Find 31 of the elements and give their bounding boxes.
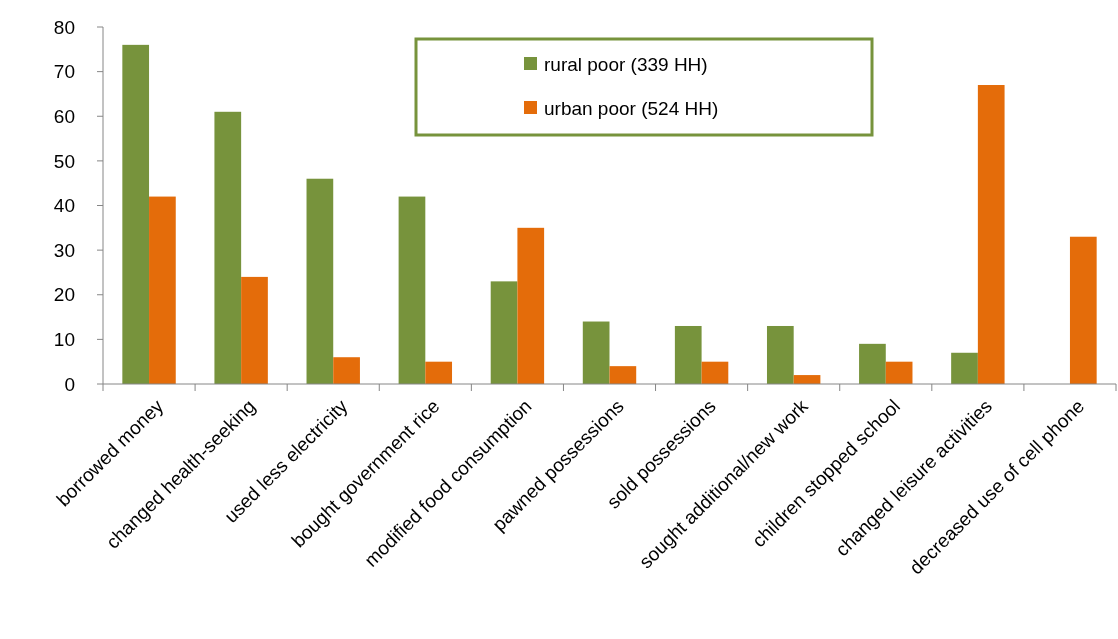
bar [398, 196, 426, 384]
y-tick-label: 50 [53, 150, 75, 172]
bar [490, 281, 518, 384]
y-tick-label: 60 [53, 105, 75, 127]
bar [517, 227, 545, 384]
bar [674, 325, 702, 384]
bar [701, 361, 729, 384]
bar [425, 361, 453, 384]
bar [149, 196, 176, 384]
bar [214, 111, 242, 384]
bar [951, 352, 978, 384]
y-tick-label: 80 [53, 16, 75, 38]
bar [1069, 236, 1097, 384]
bar [609, 366, 637, 384]
y-tick-label: 40 [53, 195, 75, 217]
y-tick-label: 30 [53, 239, 75, 261]
y-tick-label: 20 [53, 284, 75, 306]
y-tick-label: 0 [64, 373, 75, 395]
y-tick-label: 10 [53, 329, 75, 351]
legend-label: urban poor (524 HH) [544, 97, 719, 119]
bar [885, 361, 913, 384]
bar [766, 325, 794, 384]
bar [306, 178, 334, 384]
bar [241, 276, 268, 384]
bar [859, 343, 886, 384]
legend-label: rural poor (339 HH) [544, 53, 708, 75]
bar [122, 44, 150, 384]
y-tick-label: 70 [53, 61, 75, 83]
bar [333, 357, 360, 384]
bar [582, 321, 610, 384]
bar [977, 85, 1005, 384]
